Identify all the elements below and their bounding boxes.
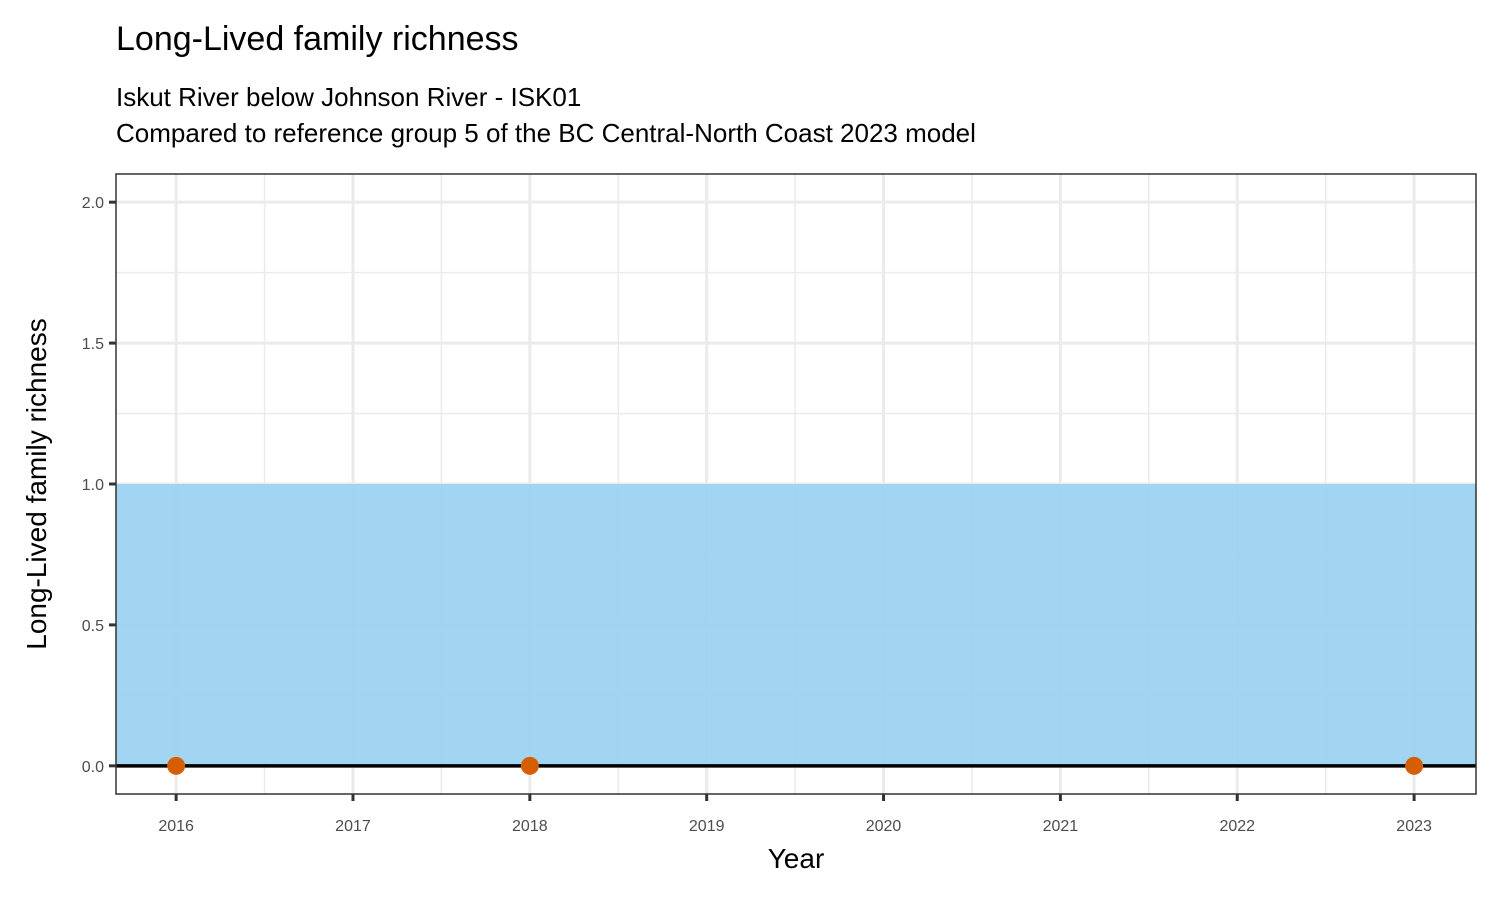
y-tick-label: 1.5 xyxy=(82,336,104,353)
chart-subtitle-site: Iskut River below Johnson River - ISK01 xyxy=(116,82,582,112)
x-tick-label: 2016 xyxy=(158,818,194,835)
x-tick-label: 2019 xyxy=(689,818,725,835)
data-point xyxy=(1405,756,1424,775)
y-tick-label: 1.0 xyxy=(82,477,104,494)
y-tick-label: 0.0 xyxy=(82,759,104,776)
chart-title: Long-Lived family richness xyxy=(116,20,519,58)
y-tick-label: 0.5 xyxy=(82,618,104,635)
x-tick-label: 2018 xyxy=(512,818,548,835)
chart-subtitle-reference: Compared to reference group 5 of the BC … xyxy=(116,118,976,148)
x-tick-label: 2017 xyxy=(335,818,371,835)
y-tick-label: 2.0 xyxy=(82,195,104,212)
x-tick-label: 2021 xyxy=(1043,818,1079,835)
y-axis-label: Long-Lived family richness xyxy=(21,318,52,650)
x-tick-label: 2022 xyxy=(1219,818,1255,835)
data-point xyxy=(520,756,539,775)
reference-band xyxy=(116,484,1476,766)
x-tick-label: 2023 xyxy=(1396,818,1432,835)
x-tick-label: 2020 xyxy=(866,818,902,835)
x-axis-label: Year xyxy=(768,843,825,874)
data-point xyxy=(167,756,186,775)
